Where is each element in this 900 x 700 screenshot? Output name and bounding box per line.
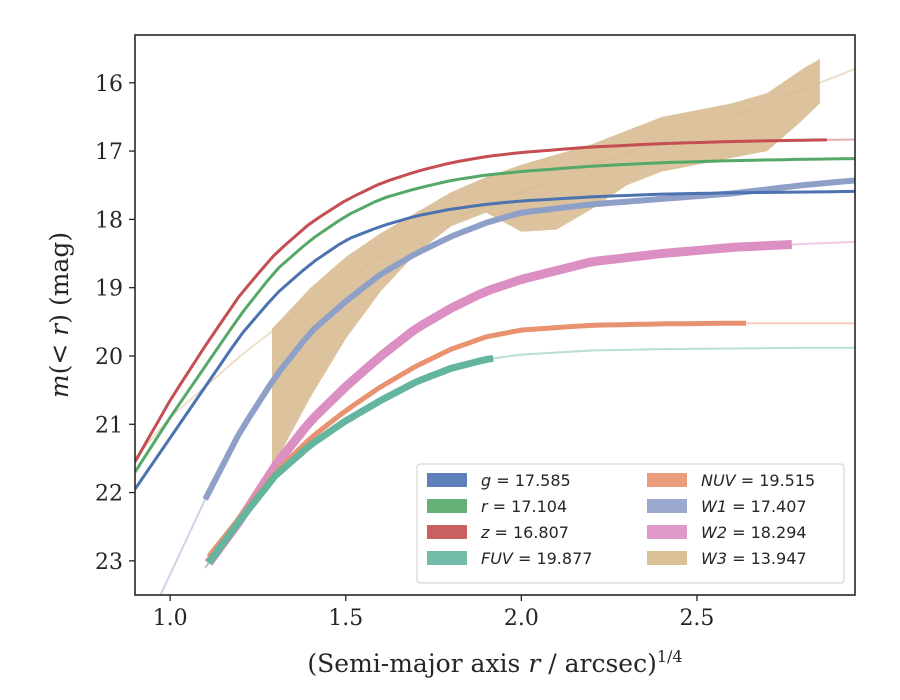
y-tick-label: 17 xyxy=(95,140,123,165)
legend-swatch-w2 xyxy=(647,525,687,539)
model-curve-g xyxy=(135,190,855,490)
legend-swatch-z xyxy=(427,525,467,539)
legend-swatch-r xyxy=(427,499,467,513)
x-axis-label: (Semi-major axis r / arcsec)1/4 xyxy=(307,647,682,678)
profile-nuv xyxy=(206,320,747,558)
x-tick-label: 1.5 xyxy=(328,606,363,631)
legend-swatch-w1 xyxy=(647,499,687,513)
x-axis: 1.0 1.5 2.0 2.5 xyxy=(153,595,714,631)
y-tick-label: 16 xyxy=(95,72,123,97)
profile-w2 xyxy=(205,240,793,566)
legend-swatch-w3 xyxy=(647,551,687,565)
legend-swatch-fuv xyxy=(427,551,467,565)
legend-label-w2: W2 = 18.294 xyxy=(701,523,807,542)
legend-label-w3: W3 = 13.947 xyxy=(701,549,807,568)
legend-label-w1: W1 = 17.407 xyxy=(701,497,807,516)
profile-g xyxy=(135,189,855,490)
y-tick-label: 20 xyxy=(95,345,123,370)
y-tick-label: 21 xyxy=(95,413,123,438)
legend-swatch-g xyxy=(427,473,467,487)
legend-swatch-nuv xyxy=(647,473,687,487)
legend-label-r: r = 17.104 xyxy=(481,497,567,516)
legend-box xyxy=(416,463,845,584)
legend-label-g: g = 17.585 xyxy=(481,471,571,490)
profile-fuv xyxy=(205,354,494,565)
profile-r xyxy=(135,157,855,473)
y-tick-label: 19 xyxy=(95,277,123,302)
x-tick-label: 1.0 xyxy=(153,606,188,631)
legend-label-nuv: NUV = 19.515 xyxy=(701,471,815,490)
y-tick-label: 22 xyxy=(95,482,123,507)
y-tick-label: 18 xyxy=(95,208,123,233)
x-tick-label: 2.5 xyxy=(679,606,714,631)
plot-area xyxy=(135,58,855,595)
legend-label-z: z = 16.807 xyxy=(480,523,569,542)
profile-z xyxy=(135,138,827,463)
y-axis: 16 17 18 19 20 21 22 23 xyxy=(95,72,135,575)
y-axis-label: m(< r) (mag) xyxy=(45,232,74,398)
legend: g = 17.585 r = 17.104 z = 16.807 FUV = 19.8… xyxy=(416,463,845,584)
axes-frame xyxy=(134,34,856,596)
y-tick-label: 23 xyxy=(95,550,123,575)
x-tick-label: 2.0 xyxy=(504,606,539,631)
legend-label-fuv: FUV = 19.877 xyxy=(481,549,592,568)
